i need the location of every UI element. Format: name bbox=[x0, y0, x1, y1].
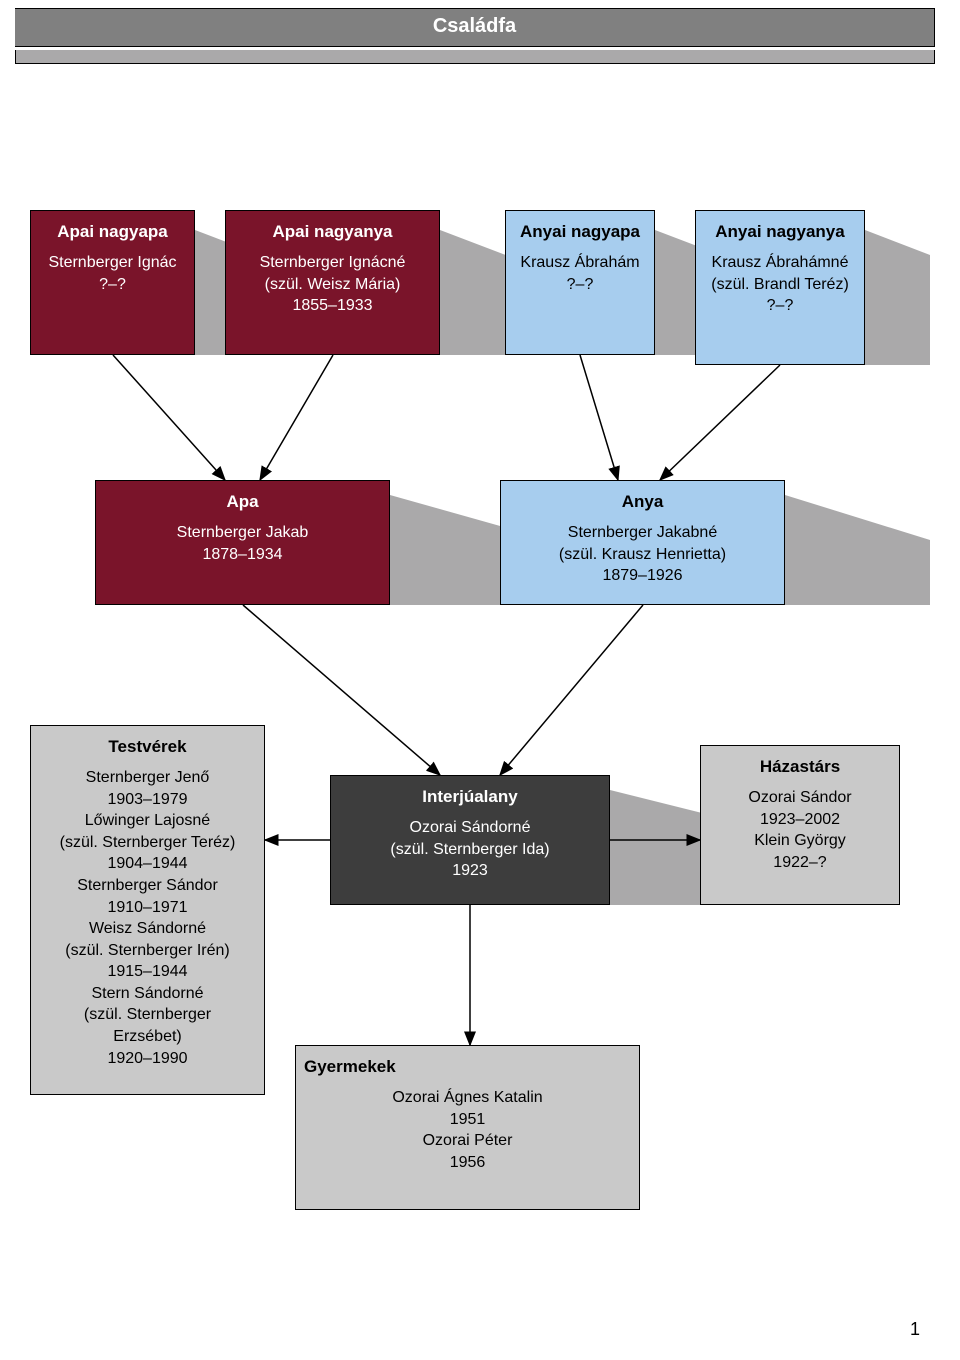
apai-nagyapa-box: Apai nagyapa Sternberger Ignác ?–? bbox=[30, 210, 195, 355]
connector-line bbox=[500, 605, 643, 775]
box-line: 1951 bbox=[304, 1109, 631, 1131]
box-line: ?–? bbox=[704, 295, 856, 317]
box-title: Interjúalany bbox=[339, 786, 601, 809]
header-title-bar: Családfa bbox=[15, 8, 935, 47]
box-line: Stern Sándorné bbox=[39, 983, 256, 1005]
box-line: (szül. Krausz Henrietta) bbox=[509, 544, 776, 566]
apai-nagyanya-box: Apai nagyanya Sternberger Ignácné (szül.… bbox=[225, 210, 440, 355]
box-line: 1922–? bbox=[709, 852, 891, 874]
shadow-wedge bbox=[865, 230, 930, 365]
box-line: Sternberger Ignác bbox=[39, 252, 186, 274]
box-line: 1903–1979 bbox=[39, 789, 256, 811]
shadow-wedge bbox=[785, 495, 930, 605]
box-line: Ozorai Sándorné bbox=[339, 817, 601, 839]
box-line: Sternberger Sándor bbox=[39, 875, 256, 897]
box-line: (szül. Sternberger Irén) bbox=[39, 940, 256, 962]
connector-line bbox=[260, 355, 333, 480]
box-line: Ozorai Péter bbox=[304, 1130, 631, 1152]
box-title: Anya bbox=[509, 491, 776, 514]
box-line: 1923–2002 bbox=[709, 809, 891, 831]
box-line: 1855–1933 bbox=[234, 295, 431, 317]
box-line: 1920–1990 bbox=[39, 1048, 256, 1070]
connector-line bbox=[660, 365, 780, 480]
box-line: (szül. Sternberger bbox=[39, 1004, 256, 1026]
box-line: Klein György bbox=[709, 830, 891, 852]
box-line: 1910–1971 bbox=[39, 897, 256, 919]
anya-box: Anya Sternberger Jakabné (szül. Krausz H… bbox=[500, 480, 785, 605]
box-title: Anyai nagyapa bbox=[514, 221, 646, 244]
box-line: Erzsébet) bbox=[39, 1026, 256, 1048]
apa-box: Apa Sternberger Jakab 1878–1934 bbox=[95, 480, 390, 605]
box-line: (szül. Weisz Mária) bbox=[234, 274, 431, 296]
box-title: Apai nagyapa bbox=[39, 221, 186, 244]
connector-line bbox=[243, 605, 440, 775]
box-line: Sternberger Ignácné bbox=[234, 252, 431, 274]
header-title: Családfa bbox=[433, 15, 516, 37]
box-line: 1878–1934 bbox=[104, 544, 381, 566]
box-line: 1904–1944 bbox=[39, 853, 256, 875]
anyai-nagyapa-box: Anyai nagyapa Krausz Ábrahám ?–? bbox=[505, 210, 655, 355]
box-line: ?–? bbox=[39, 274, 186, 296]
box-line: Sternberger Jenő bbox=[39, 767, 256, 789]
box-title: Apai nagyanya bbox=[234, 221, 431, 244]
box-line: 1923 bbox=[339, 860, 601, 882]
box-title: Gyermekek bbox=[304, 1056, 631, 1079]
box-title: Apa bbox=[104, 491, 381, 514]
box-title: Testvérek bbox=[39, 736, 256, 759]
header-underline bbox=[15, 50, 935, 64]
connector-line bbox=[113, 355, 225, 480]
box-line: (szül. Sternberger Ida) bbox=[339, 839, 601, 861]
interjualany-box: Interjúalany Ozorai Sándorné (szül. Ster… bbox=[330, 775, 610, 905]
gyermekek-box: Gyermekek Ozorai Ágnes Katalin 1951 Ozor… bbox=[295, 1045, 640, 1210]
box-line: Lőwinger Lajosné bbox=[39, 810, 256, 832]
box-title: Anyai nagyanya bbox=[704, 221, 856, 244]
connector-line bbox=[580, 355, 618, 480]
box-line: Krausz Ábrahámné (szül. Brandl Teréz) bbox=[704, 252, 856, 295]
box-line: Sternberger Jakab bbox=[104, 522, 381, 544]
anyai-nagyanya-box: Anyai nagyanya Krausz Ábrahámné (szül. B… bbox=[695, 210, 865, 365]
testverek-box: Testvérek Sternberger Jenő 1903–1979 Lőw… bbox=[30, 725, 265, 1095]
box-line: Ozorai Ágnes Katalin bbox=[304, 1087, 631, 1109]
box-line: Sternberger Jakabné bbox=[509, 522, 776, 544]
box-line: 1956 bbox=[304, 1152, 631, 1174]
box-line: 1879–1926 bbox=[509, 565, 776, 587]
box-line: Ozorai Sándor bbox=[709, 787, 891, 809]
box-line: (szül. Sternberger Teréz) bbox=[39, 832, 256, 854]
box-line: ?–? bbox=[514, 274, 646, 296]
hazastars-box: Házastárs Ozorai Sándor 1923–2002 Klein … bbox=[700, 745, 900, 905]
box-line: Weisz Sándorné bbox=[39, 918, 256, 940]
box-title: Házastárs bbox=[709, 756, 891, 779]
box-line: Krausz Ábrahám bbox=[514, 252, 646, 274]
page-number: 1 bbox=[910, 1319, 920, 1340]
box-line: 1915–1944 bbox=[39, 961, 256, 983]
